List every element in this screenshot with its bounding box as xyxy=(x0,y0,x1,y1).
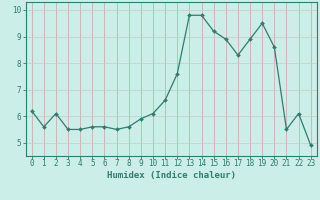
X-axis label: Humidex (Indice chaleur): Humidex (Indice chaleur) xyxy=(107,171,236,180)
